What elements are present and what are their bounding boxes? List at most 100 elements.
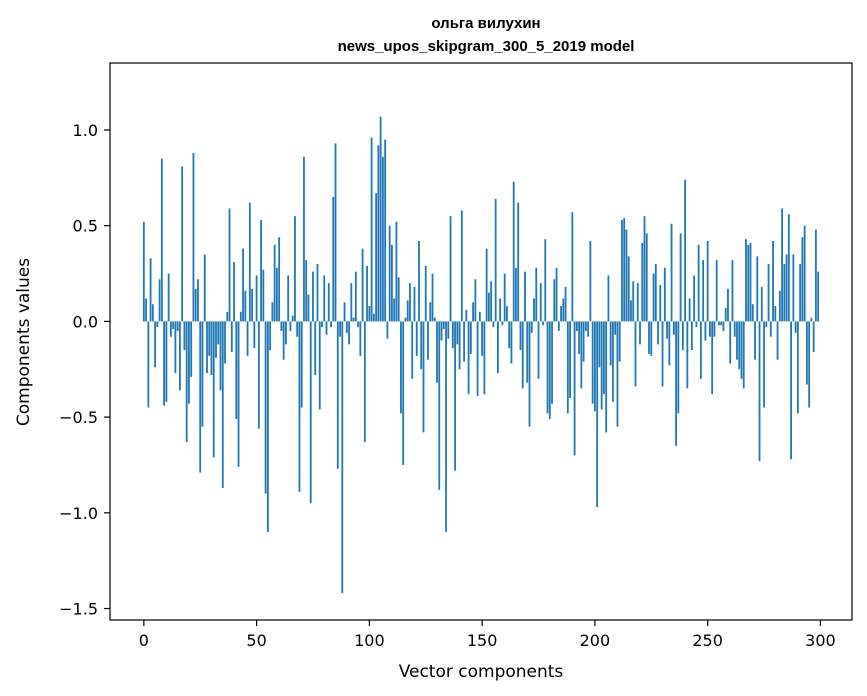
- x-tick-label: 0: [139, 631, 149, 650]
- bar: [361, 248, 364, 322]
- bar: [654, 263, 657, 322]
- bar: [650, 321, 653, 356]
- bar: [183, 321, 186, 351]
- bar: [688, 298, 691, 322]
- bar: [720, 321, 723, 326]
- bar: [226, 311, 229, 322]
- x-tick-label: 150: [467, 631, 498, 650]
- bar: [233, 262, 235, 322]
- bar: [327, 283, 330, 322]
- bar: [296, 321, 299, 337]
- bar: [483, 321, 486, 395]
- bar: [756, 256, 759, 322]
- bar: [587, 321, 590, 337]
- bar: [560, 306, 562, 322]
- y-tick-label: −1.0: [59, 504, 98, 523]
- bar: [409, 283, 411, 322]
- bar: [237, 321, 240, 467]
- bar: [397, 277, 400, 322]
- bar: [801, 237, 804, 322]
- bar: [641, 242, 644, 322]
- bar: [244, 290, 247, 322]
- plot-frame: [109, 62, 853, 621]
- bar: [325, 321, 328, 335]
- bar: [197, 279, 199, 322]
- bar: [160, 158, 163, 322]
- bar: [429, 302, 432, 322]
- bar: [774, 306, 777, 322]
- bar: [246, 321, 249, 356]
- bar: [260, 219, 262, 322]
- bar: [442, 321, 445, 330]
- bar: [354, 271, 357, 322]
- bar: [618, 321, 621, 362]
- bar: [370, 137, 373, 322]
- bar: [787, 214, 790, 322]
- chart-title: ольга вилухин: [431, 15, 540, 32]
- bar: [314, 321, 317, 375]
- bar: [776, 321, 779, 360]
- bar: [339, 321, 341, 337]
- bar: [643, 216, 646, 322]
- bar: [472, 302, 474, 322]
- bar: [391, 244, 393, 322]
- bar: [203, 254, 206, 322]
- bar: [772, 241, 774, 322]
- bar: [345, 321, 348, 333]
- bar: [253, 321, 256, 349]
- bar: [303, 156, 305, 322]
- bar: [431, 273, 434, 322]
- bar: [715, 260, 718, 322]
- bar: [438, 321, 441, 490]
- bar: [215, 321, 217, 358]
- bar: [217, 321, 220, 345]
- bar: [497, 321, 499, 374]
- bar: [375, 193, 378, 322]
- bar: [190, 321, 193, 377]
- bar: [690, 321, 693, 351]
- bar: [212, 321, 215, 458]
- bar: [578, 321, 580, 354]
- bar: [167, 273, 170, 322]
- bar: [634, 321, 637, 387]
- bar: [600, 321, 603, 410]
- bar: [298, 321, 301, 492]
- bar: [573, 321, 576, 456]
- bar: [142, 221, 145, 322]
- bar: [718, 321, 720, 326]
- bar: [165, 321, 168, 402]
- bar: [810, 317, 813, 322]
- bar: [145, 298, 147, 322]
- bar: [785, 254, 788, 322]
- bar: [287, 275, 290, 322]
- bar: [598, 321, 601, 368]
- bar: [424, 265, 427, 322]
- bar: [517, 202, 520, 322]
- bars-group: [142, 116, 820, 594]
- bar: [494, 198, 497, 322]
- bar: [445, 321, 447, 532]
- bar: [300, 321, 303, 408]
- bar: [645, 233, 648, 322]
- bar: [796, 321, 799, 414]
- bar: [449, 216, 452, 322]
- bar: [508, 321, 511, 349]
- y-tick-label: 0.0: [73, 312, 98, 331]
- x-tick-label: 200: [580, 631, 611, 650]
- bar: [699, 321, 702, 379]
- bar: [512, 181, 515, 322]
- bar: [219, 321, 222, 391]
- bar: [697, 244, 700, 322]
- bar: [492, 321, 495, 328]
- bar: [447, 321, 450, 339]
- bar: [440, 321, 443, 341]
- bar: [657, 321, 659, 345]
- bar: [181, 166, 184, 322]
- bar: [469, 321, 472, 354]
- bar: [754, 321, 756, 360]
- bar: [239, 311, 242, 322]
- x-tick-label: 100: [354, 631, 385, 650]
- bar: [280, 321, 283, 331]
- bar: [418, 241, 420, 322]
